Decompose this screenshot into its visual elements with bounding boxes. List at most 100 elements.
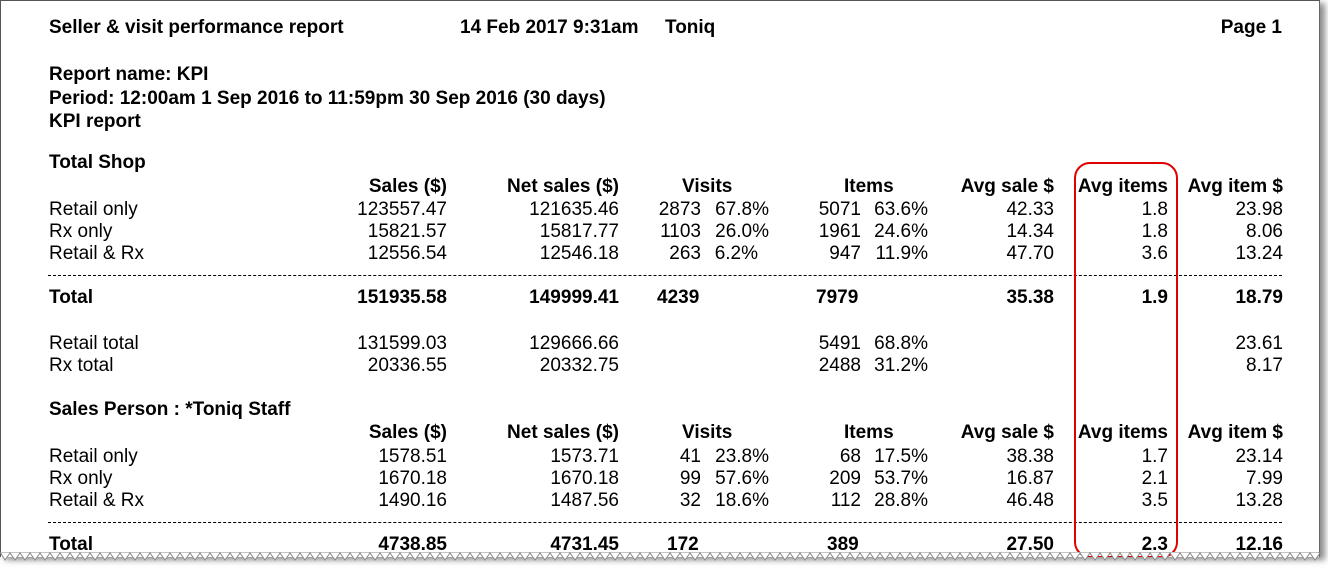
row-label: Retail & Rx [49,243,145,264]
cell-items: 947 [829,243,861,264]
cell-visits: 32 [679,490,701,511]
col-items: Items [844,422,894,443]
cell-avg-items: 1.8 [1141,221,1168,242]
cell-net-sales: 4731.45 [550,534,619,555]
divider [48,275,1282,276]
cell-avg-sale: 46.48 [1006,490,1054,511]
cell-items-pct: 11.9% [875,243,928,264]
cell-items-pct: 68.8% [874,333,928,354]
col-avg-sale: Avg sale $ [960,422,1054,443]
report-description: KPI report [49,111,141,132]
cell-visits: 1103 [660,221,701,242]
col-visits: Visits [682,422,733,443]
col-avg-items: Avg items [1077,422,1168,443]
cell-avg-sale: 42.33 [1006,199,1054,220]
cell-avg-items: 2.1 [1141,468,1168,489]
cell-avg-item: 13.28 [1235,490,1283,511]
cell-avg-item: 8.17 [1246,355,1283,376]
column-header-row: Sales ($) Net sales ($) Visits Items Avg… [1,422,1319,444]
torn-edge [0,552,1321,561]
cell-items: 5491 [818,333,861,354]
cell-items: 7979 [816,287,859,308]
cell-visits-pct: 67.8% [715,199,769,220]
row-label: Total [49,287,93,308]
cell-net-sales: 1487.56 [550,490,619,511]
report-period: Period: 12:00am 1 Sep 2016 to 11:59pm 30… [49,88,606,109]
cell-avg-sale: 35.38 [1006,287,1054,308]
cell-items: 2488 [818,355,861,376]
row-label: Retail only [49,446,138,467]
row-label: Rx total [49,355,114,376]
cell-items-pct: 24.6% [874,221,928,242]
total-row: Total 151935.58 149999.41 4239 7979 35.3… [1,287,1319,309]
company-name: Toniq [665,17,716,38]
cell-visits: 4239 [657,287,700,308]
cell-visits: 41 [679,446,701,467]
cell-avg-item: 23.98 [1235,199,1283,220]
col-net-sales: Net sales ($) [507,176,619,197]
table-row: Retail only 123557.47 121635.46 2873 67.… [1,199,1319,221]
col-items: Items [844,176,894,197]
row-label: Total [49,534,93,555]
cell-avg-items: 1.7 [1141,446,1168,467]
table-row: Retail & Rx 12556.54 12546.18 263 6.2% 9… [1,243,1319,265]
cell-net-sales: 20332.75 [539,355,619,376]
cell-visits-pct: 23.8% [715,446,769,467]
col-avg-item: Avg item $ [1187,176,1283,197]
cell-avg-sale: 27.50 [1006,534,1054,555]
cell-visits-pct: 6.2% [714,243,758,264]
cell-avg-sale: 14.34 [1006,221,1054,242]
cell-net-sales: 15817.77 [539,221,619,242]
col-sales: Sales ($) [368,422,447,443]
cell-avg-sale: 47.70 [1006,243,1054,264]
col-avg-items: Avg items [1077,176,1168,197]
cell-avg-item: 13.24 [1235,243,1283,264]
cell-items: 112 [830,490,861,511]
cell-sales: 1578.51 [378,446,447,467]
col-visits: Visits [682,176,733,197]
cell-net-sales: 12546.18 [539,243,619,264]
report-title: Seller & visit performance report [49,17,344,38]
cell-sales: 15821.57 [367,221,447,242]
cell-sales: 131599.03 [357,333,447,354]
total-row: Total 4738.85 4731.45 172 389 27.50 2.3 … [1,534,1319,556]
cell-avg-item: 7.99 [1246,468,1283,489]
avg-items-highlight [1074,162,1178,557]
report-datetime: 14 Feb 2017 9:31am [460,17,639,38]
row-label: Rx only [49,221,113,242]
table-row: Retail & Rx 1490.16 1487.56 32 18.6% 112… [1,490,1319,512]
cell-visits: 2873 [658,199,701,220]
cell-items-pct: 53.7% [874,468,928,489]
cell-avg-items: 2.3 [1141,534,1168,555]
col-avg-sale: Avg sale $ [960,176,1054,197]
cell-sales: 12556.54 [367,243,447,264]
cell-avg-item: 23.61 [1235,333,1283,354]
col-net-sales: Net sales ($) [507,422,619,443]
cell-avg-item: 18.79 [1235,287,1283,308]
cell-visits-pct: 26.0% [715,221,769,242]
page-number: Page 1 [1220,17,1282,38]
cell-avg-items: 3.5 [1141,490,1168,511]
cell-items-pct: 17.5% [874,446,928,467]
section-title-total-shop: Total Shop [49,152,146,173]
cell-visits: 172 [667,534,699,555]
section-title-sales-person: Sales Person : *Toniq Staff [49,399,291,420]
table-row: Retail only 1578.51 1573.71 41 23.8% 68 … [1,446,1319,468]
cell-net-sales: 1670.18 [550,468,619,489]
report-page: Seller & visit performance report 14 Feb… [0,0,1320,557]
cell-sales: 1670.18 [378,468,447,489]
cell-items-pct: 31.2% [874,355,928,376]
cell-items: 209 [829,468,861,489]
subtotal-row: Retail total 131599.03 129666.66 5491 68… [1,333,1319,355]
cell-items: 1961 [818,221,861,242]
cell-avg-sale: 38.38 [1006,446,1054,467]
cell-net-sales: 1573.71 [550,446,619,467]
col-sales: Sales ($) [368,176,447,197]
row-label: Retail only [49,199,138,220]
divider [48,522,1282,523]
cell-visits-pct: 18.6% [715,490,769,511]
col-avg-item: Avg item $ [1187,422,1283,443]
cell-net-sales: 149999.41 [529,287,619,308]
cell-sales: 20336.55 [367,355,447,376]
table-row: Rx only 1670.18 1670.18 99 57.6% 209 53.… [1,468,1319,490]
